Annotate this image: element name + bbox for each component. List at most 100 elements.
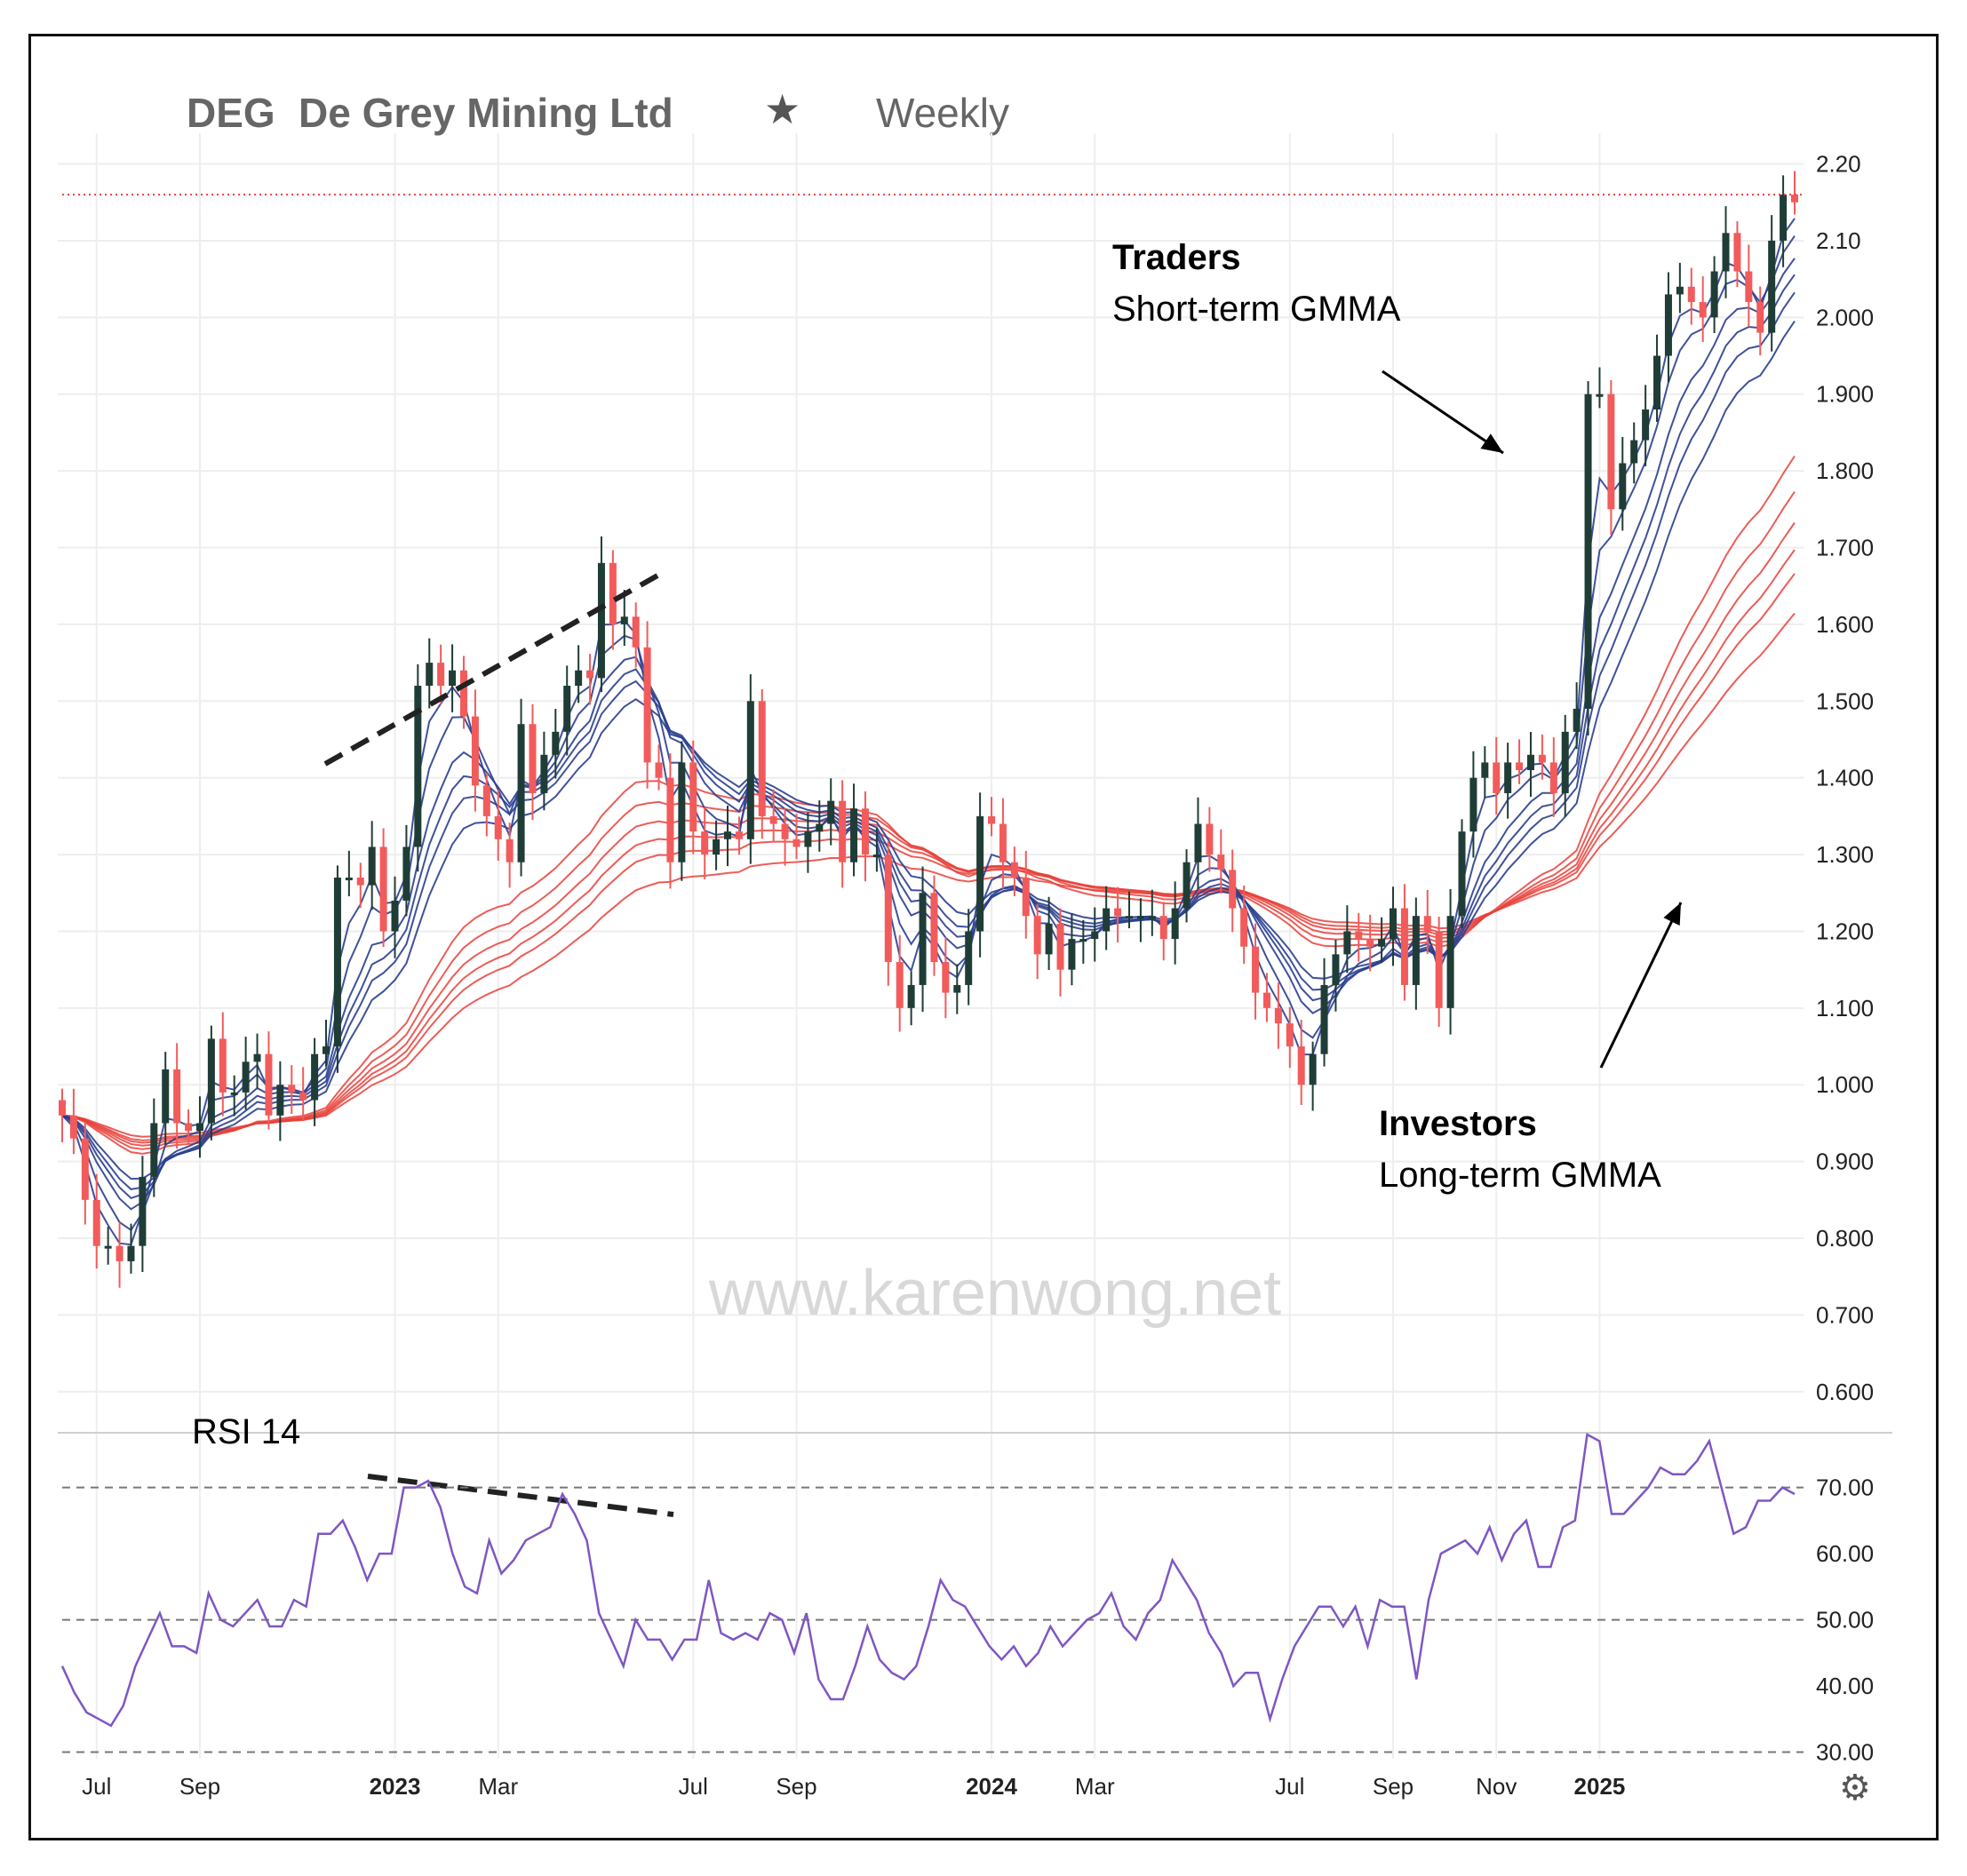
time-tick-label: Jul: [82, 1773, 111, 1800]
short-gmma-line: [61, 258, 1796, 1211]
candle-body: [426, 663, 434, 687]
candle-body: [333, 877, 341, 1047]
candle-body: [1274, 1007, 1282, 1024]
candle-body: [127, 1245, 135, 1261]
candle-body: [150, 1123, 158, 1177]
long-gmma-line: [61, 521, 1796, 1147]
candle-body: [69, 1115, 77, 1139]
candle-body: [792, 839, 800, 847]
candle-body: [758, 701, 766, 816]
candle-body: [1710, 271, 1718, 318]
candle-body: [1332, 954, 1340, 985]
candle-body: [655, 762, 663, 778]
candle-body: [872, 855, 880, 858]
candle-body: [586, 670, 594, 679]
candle-body: [517, 724, 525, 862]
candle-body: [1642, 409, 1650, 441]
candle-body: [1343, 931, 1351, 955]
price-tick-label: 0.800: [1816, 1225, 1874, 1252]
candle-body: [459, 670, 467, 717]
candle-body: [884, 855, 892, 963]
investors-subtitle: Long-term GMMA: [1379, 1156, 1661, 1195]
investors-arrow: [1599, 902, 1683, 1069]
candle-body: [919, 893, 927, 985]
candle-body: [471, 716, 479, 786]
rsi-tick-label: 40.00: [1816, 1673, 1874, 1699]
candle-body: [896, 962, 904, 1008]
short-gmma-line: [61, 235, 1796, 1232]
candle-body: [1469, 777, 1477, 832]
investors-title: Investors: [1379, 1104, 1537, 1143]
candle-body: [1366, 939, 1374, 947]
candle-body: [265, 1053, 273, 1116]
symbol-label[interactable]: DEG: [187, 90, 275, 136]
rsi-tick-label: 30.00: [1816, 1739, 1874, 1766]
price-trendline: [323, 573, 659, 767]
long-gmma-line: [61, 612, 1796, 1138]
candle-body: [139, 1176, 147, 1246]
candle-body: [437, 663, 445, 687]
candle-body: [1516, 762, 1524, 771]
candle-body: [1493, 762, 1501, 793]
time-tick-label: Jul: [679, 1773, 708, 1800]
candle-body: [953, 984, 961, 993]
candle-body: [552, 731, 560, 755]
candle-body: [1252, 946, 1260, 993]
traders-title: Traders: [1112, 238, 1241, 277]
candle-body: [230, 1092, 238, 1095]
candle-body: [1687, 286, 1695, 303]
price-tick-label: 1.900: [1816, 381, 1874, 408]
candle-body: [678, 762, 686, 862]
candle-body: [1286, 1023, 1294, 1047]
candle-body: [1320, 984, 1328, 1054]
candle-body: [1699, 302, 1707, 318]
candle-body: [632, 616, 640, 648]
time-tick-label: 2024: [966, 1773, 1017, 1800]
price-tick-label: 2.20: [1816, 151, 1861, 178]
candle-body: [1619, 463, 1627, 510]
time-tick-label: Mar: [478, 1773, 518, 1800]
price-tick-label: 1.600: [1816, 611, 1874, 638]
candle-body: [242, 1061, 250, 1093]
candle-body: [173, 1069, 181, 1124]
candle-body: [1079, 939, 1087, 942]
price-tick-label: 1.400: [1816, 765, 1874, 791]
candle-body: [195, 1123, 203, 1132]
candle-body: [299, 1092, 307, 1101]
candle-body: [988, 815, 996, 824]
rsi-label: RSI 14: [192, 1412, 300, 1451]
long-gmma-line: [61, 549, 1796, 1144]
candle-body: [1297, 1046, 1305, 1085]
candle-body: [1538, 754, 1546, 763]
candle-body: [323, 1046, 330, 1054]
candle-body: [1733, 233, 1741, 272]
candle-body: [1653, 355, 1661, 410]
candle-body: [1103, 908, 1111, 932]
gear-icon[interactable]: ⚙: [1839, 1769, 1871, 1808]
candle-body: [999, 823, 1007, 862]
candle-body: [620, 616, 628, 624]
short-gmma-line: [61, 321, 1796, 1180]
candle-body: [1630, 440, 1638, 464]
candle-body: [1355, 931, 1363, 940]
candle-body: [746, 701, 754, 839]
candle-body: [666, 777, 674, 862]
time-tick-label: Sep: [1373, 1773, 1414, 1800]
time-tick-label: Sep: [776, 1773, 816, 1800]
star-icon[interactable]: ★: [764, 86, 801, 132]
interval-label[interactable]: Weekly: [876, 90, 1009, 136]
candle-body: [907, 984, 915, 1008]
candle-body: [162, 1069, 170, 1124]
candle-body: [1756, 302, 1764, 333]
candle-body: [1676, 286, 1684, 295]
candle-body: [713, 839, 721, 855]
investors-arrow-head: [1663, 902, 1681, 926]
candle-body: [1091, 931, 1099, 940]
candle-body: [965, 931, 973, 985]
candle-body: [1400, 908, 1408, 985]
candle-body: [701, 831, 709, 855]
candle-body: [1262, 992, 1270, 1008]
candle-body: [207, 1038, 215, 1124]
candle-body: [115, 1245, 123, 1261]
